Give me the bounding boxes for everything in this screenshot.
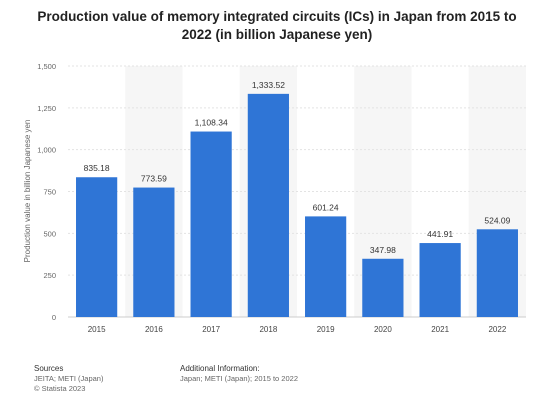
y-axis-ticks: 0 250 500 750 1,000 1,250 1,500 [37, 62, 56, 322]
x-tick-label: 2015 [88, 325, 106, 334]
x-tick-label: 2017 [202, 325, 220, 334]
value-label: 601.24 [313, 202, 339, 212]
x-axis-ticks: 2015 2016 2017 2018 2019 2020 2021 2022 [88, 325, 507, 334]
value-label: 1,333.52 [252, 80, 285, 90]
x-tick-label: 2020 [374, 325, 392, 334]
y-tick-label: 0 [52, 313, 56, 322]
sources-line: JEITA; METI (Japan) [34, 374, 104, 383]
bars [76, 93, 518, 317]
bar[interactable] [190, 131, 232, 317]
value-label: 347.98 [370, 245, 396, 255]
y-tick-label: 1,000 [37, 146, 56, 155]
x-tick-label: 2019 [317, 325, 335, 334]
y-axis-label: Production value in billion Japanese yen [23, 120, 32, 263]
value-label: 1,108.34 [195, 118, 228, 128]
bar[interactable] [247, 93, 289, 317]
additional-info-heading: Additional Information: [180, 364, 260, 373]
bar[interactable] [76, 177, 118, 317]
x-tick-label: 2021 [431, 325, 449, 334]
bar[interactable] [133, 187, 175, 317]
y-tick-label: 500 [43, 229, 56, 238]
x-tick-label: 2022 [488, 325, 506, 334]
bar[interactable] [476, 229, 518, 317]
value-label: 524.09 [484, 215, 510, 225]
value-label: 441.91 [427, 229, 453, 239]
bar[interactable] [362, 258, 404, 317]
additional-info-block: Additional Information: Japan; METI (Jap… [180, 364, 298, 384]
additional-info-line: Japan; METI (Japan); 2015 to 2022 [180, 374, 298, 383]
value-labels: 835.18 773.59 1,108.34 1,333.52 601.24 347.98… [84, 80, 511, 255]
x-tick-label: 2018 [259, 325, 277, 334]
y-tick-label: 750 [43, 188, 56, 197]
y-tick-label: 1,500 [37, 62, 56, 71]
y-tick-label: 250 [43, 271, 56, 280]
value-label: 835.18 [84, 163, 110, 173]
value-label: 773.59 [141, 174, 167, 184]
y-tick-label: 1,250 [37, 104, 56, 113]
copyright-line: © Statista 2023 [34, 384, 86, 393]
x-tick-label: 2016 [145, 325, 163, 334]
bar[interactable] [419, 243, 461, 317]
sources-heading: Sources [34, 364, 64, 373]
chart-title: Production value of memory integrated ci… [37, 9, 517, 42]
sources-block: Sources JEITA; METI (Japan) © Statista 2… [34, 364, 103, 394]
bar[interactable] [305, 216, 347, 317]
